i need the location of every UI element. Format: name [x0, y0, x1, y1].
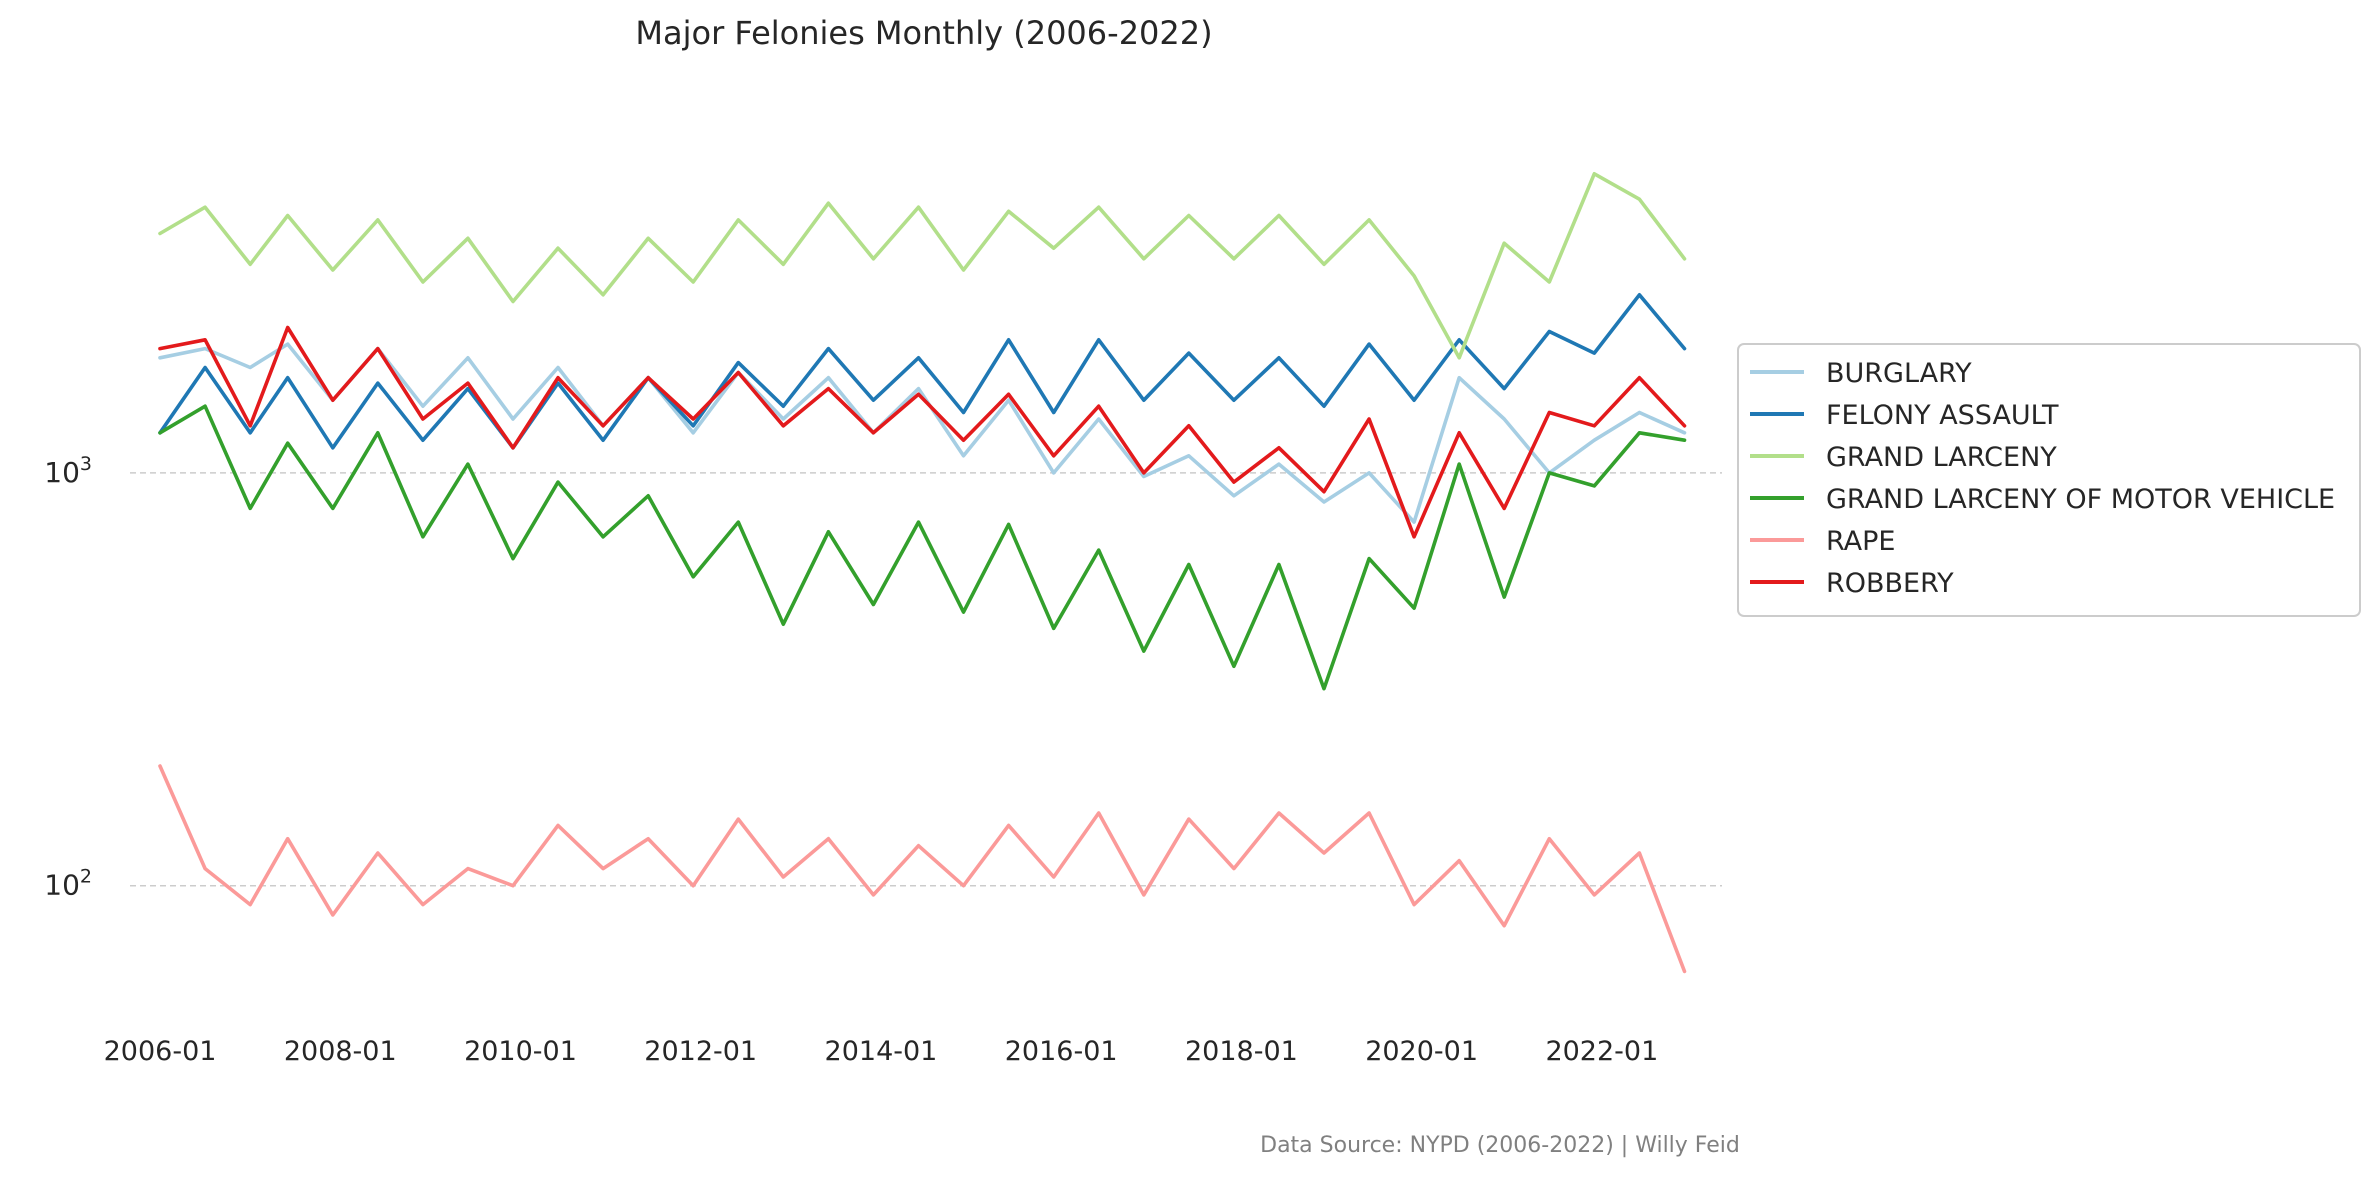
y-axis: 102 103 — [44, 453, 92, 902]
series-line-burglary — [158, 342, 1687, 524]
series-lines — [158, 172, 1687, 974]
series-line-felony-assault — [158, 293, 1687, 450]
series-line-robbery — [158, 325, 1687, 539]
x-tick-label: 2016-01 — [1005, 1036, 1118, 1067]
x-tick-label: 2008-01 — [284, 1036, 397, 1067]
legend: BURGLARY FELONY ASSAULT GRAND LARCENY GRAND… — [1737, 343, 2361, 617]
y-tick-label: 102 — [44, 866, 92, 902]
source-credit: Data Source: NYPD (2006-2022) | Willy Fe… — [1260, 1133, 1740, 1158]
legend-label: ROBBERY — [1826, 568, 1954, 599]
x-tick-label: 2010-01 — [464, 1036, 577, 1067]
series-line-rape — [158, 764, 1687, 974]
legend-box — [1737, 343, 2361, 617]
legend-label: BURGLARY — [1826, 358, 1972, 389]
x-tick-label: 2018-01 — [1185, 1036, 1298, 1067]
chart-title: Major Felonies Monthly (2006-2022) — [635, 14, 1212, 52]
x-tick-label: 2022-01 — [1545, 1036, 1658, 1067]
x-tick-label: 2020-01 — [1365, 1036, 1478, 1067]
legend-label: FELONY ASSAULT — [1826, 400, 2059, 431]
legend-label: GRAND LARCENY — [1826, 442, 2057, 473]
x-tick-label: 2012-01 — [644, 1036, 757, 1067]
legend-label: GRAND LARCENY OF MOTOR VEHICLE — [1826, 484, 2335, 515]
x-tick-label: 2006-01 — [104, 1036, 217, 1067]
x-tick-label: 2014-01 — [825, 1036, 938, 1067]
legend-label: RAPE — [1826, 526, 1895, 557]
y-tick-label: 103 — [44, 453, 92, 489]
series-line-grand-larceny-of-motor-vehicle — [158, 404, 1687, 691]
x-axis: 2006-01 2008-01 2010-01 2012-01 2014-01 2016-… — [104, 1036, 1659, 1067]
series-line-grand-larceny — [158, 172, 1687, 360]
